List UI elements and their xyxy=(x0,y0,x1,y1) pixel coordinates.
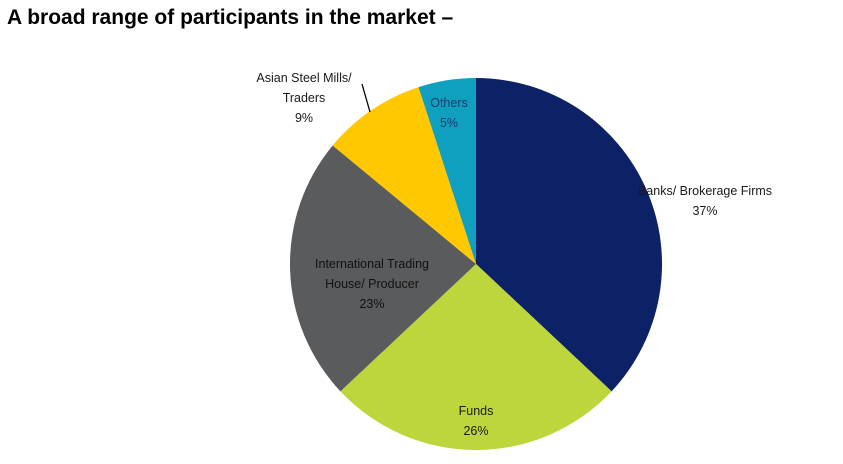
pie-slice-others xyxy=(418,78,476,264)
pie-slice-international-trading-house-producer xyxy=(289,145,476,392)
page-title: A broad range of participants in the mar… xyxy=(7,6,454,29)
pie-slice-funds xyxy=(340,264,612,451)
pie-slice-banks-brokerage-firms xyxy=(476,78,663,392)
pie-slice-asian-steel-mills-traders xyxy=(332,87,476,264)
slice-label-others: Others 5% xyxy=(430,96,468,130)
slice-label-asian-steel-mills-traders: Asian Steel Mills/Traders 9% xyxy=(256,71,352,125)
slice-label-funds: Funds 26% xyxy=(459,404,494,438)
slice-label-banks-brokerage-firms: Banks/ Brokerage Firms 37% xyxy=(638,184,772,218)
leader-line-asian-steel-mills xyxy=(361,83,371,113)
slice-label-international-trading-house-producer: International Trading House/ Producer 23% xyxy=(315,257,429,311)
